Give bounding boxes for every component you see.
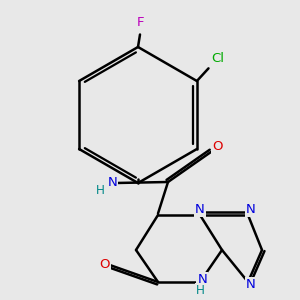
Text: O: O <box>212 140 223 154</box>
Text: N: N <box>197 273 207 286</box>
Text: H: H <box>196 284 205 297</box>
Text: N: N <box>246 278 256 292</box>
Text: H: H <box>96 184 105 197</box>
Text: N: N <box>195 203 205 216</box>
Text: O: O <box>99 259 110 272</box>
Text: Cl: Cl <box>212 52 224 64</box>
Text: N: N <box>107 176 117 190</box>
Text: N: N <box>246 203 256 216</box>
Text: F: F <box>136 16 144 28</box>
